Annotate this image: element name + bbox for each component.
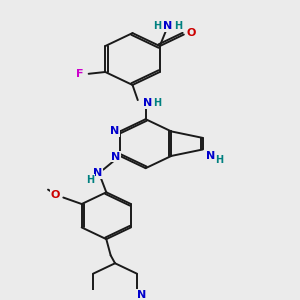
Text: O: O: [51, 190, 60, 200]
Text: N: N: [111, 152, 120, 162]
Text: O: O: [187, 28, 196, 38]
Text: N: N: [206, 151, 215, 161]
Text: N: N: [137, 290, 146, 300]
Text: H: H: [86, 175, 94, 185]
Text: H: H: [154, 21, 162, 31]
Text: N: N: [143, 98, 152, 108]
Text: N: N: [163, 21, 172, 31]
Text: H: H: [215, 154, 223, 164]
Text: F: F: [76, 69, 84, 79]
Text: H: H: [174, 21, 182, 31]
Text: N: N: [93, 168, 103, 178]
Text: N: N: [110, 126, 119, 136]
Text: H: H: [153, 98, 161, 108]
